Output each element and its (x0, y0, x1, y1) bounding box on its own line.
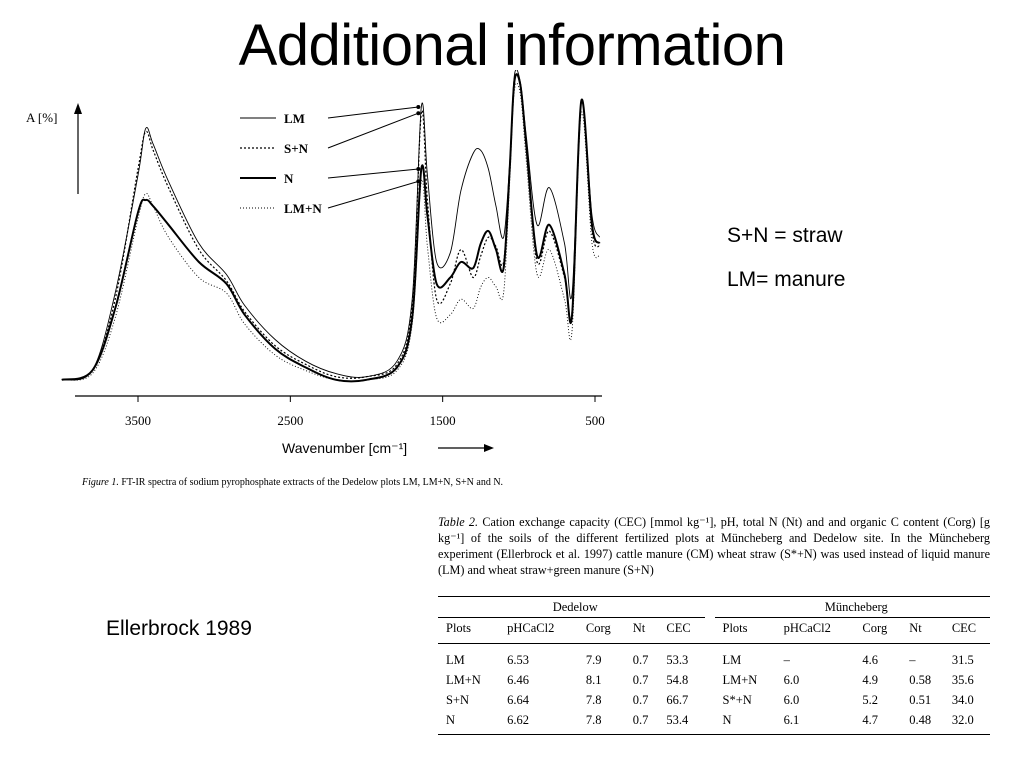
y-arrow-head (74, 103, 82, 114)
slide-title: Additional information (238, 13, 786, 78)
x-tick-label: 2500 (277, 413, 303, 428)
table-cell: 0.51 (909, 692, 932, 707)
x-tick-label: 1500 (430, 413, 456, 428)
series-line-lm-plus-n (61, 82, 601, 382)
x-axis-label: Wavenumber [cm⁻¹] (282, 440, 407, 456)
legend-label: N (284, 171, 294, 186)
x-ticks: 3500 2500 1500 500 (125, 396, 605, 428)
table-cell: – (783, 652, 790, 667)
note-straw: S+N = straw (727, 224, 843, 247)
table-cell: 6.62 (499, 710, 578, 735)
table-cell: 8.1 (585, 672, 602, 687)
table-cell: 7.8 (585, 692, 602, 707)
y-axis-label: A [%] (26, 110, 57, 125)
table-cell: – (909, 652, 916, 667)
spectrum-curves (61, 70, 601, 383)
citation-text: Ellerbrock 1989 (106, 617, 252, 640)
legend-leader-tip (416, 179, 421, 184)
series-line-s-plus-n (61, 73, 601, 381)
table-cell: 0.48 (901, 710, 944, 735)
legend-leader-line (327, 106, 419, 119)
legend-leader-line (327, 180, 419, 209)
table-cell: 54.8 (666, 672, 689, 687)
figure-caption: Figure 1. FT-IR spectra of sodium pyroph… (82, 477, 503, 488)
table-cell: LM (722, 652, 742, 667)
table-cell: 7.9 (585, 652, 602, 667)
table-cell: N (714, 710, 776, 735)
table-caption-text: Cation exchange capacity (CEC) [mmol kg⁻… (438, 515, 990, 577)
table-cell: 0.7 (632, 672, 649, 687)
table-cell: 4.9 (862, 672, 879, 687)
table-cell: 6.46 (507, 672, 529, 687)
col-ph: pHCaCl2 (499, 617, 578, 644)
col-plots: Plots (438, 617, 500, 644)
legend-label: LM+N (284, 201, 322, 216)
table-cell: LM+N (722, 672, 758, 687)
col-cec: CEC (943, 617, 990, 644)
table-cell: 6.64 (507, 692, 529, 707)
table-cell: 6.53 (507, 652, 529, 667)
table-row: LM+N 6.46 8.1 0.7 54.8 LM+N 6.0 4.9 0.58 35.6 (438, 670, 990, 690)
legend-leader-tip (416, 105, 421, 109)
col-plots: Plots (714, 617, 776, 644)
table-cell: 4.7 (854, 710, 902, 735)
table-cell: 31.5 (951, 652, 974, 667)
x-arrow-head (484, 444, 494, 452)
table-cell: 0.7 (632, 652, 649, 667)
table-caption: Table 2. Cation exchange capacity (CEC) … (438, 514, 990, 578)
note-manure: LM= manure (727, 268, 846, 291)
figure-caption-label: Figure 1. (82, 477, 119, 488)
table-cell: S+N (446, 692, 470, 707)
legend-leader-tip (416, 167, 421, 171)
table-row: S+N 6.64 7.8 0.7 66.7 S*+N 6.0 5.2 0.51 34.0 (438, 690, 990, 710)
table-cell: 53.4 (658, 710, 705, 735)
group-muencheberg: Müncheberg (714, 596, 990, 618)
table-caption-label: Table 2. (438, 515, 479, 529)
col-corg: Corg (854, 617, 902, 644)
table-cell: LM (446, 652, 465, 667)
table-cell: N (438, 710, 500, 735)
group-header-row: Dedelow Müncheberg (438, 596, 990, 618)
x-tick-label: 3500 (125, 413, 151, 428)
table-cell: 4.6 (862, 652, 879, 667)
table-cell: 34.0 (951, 692, 974, 707)
table-cell: 6.1 (775, 710, 855, 735)
figure-caption-text: FT-IR spectra of sodium pyrophosphate ex… (121, 477, 504, 488)
ftir-chart: A [%] Wavenumber [cm⁻¹] 3500 2500 1500 500 … (26, 70, 605, 456)
table-cell: 5.2 (862, 692, 879, 707)
legend-leader-line (327, 168, 419, 179)
col-cec: CEC (658, 617, 705, 644)
table-cell: 6.0 (783, 672, 800, 687)
table-cell: 0.7 (632, 692, 649, 707)
cec-table: Dedelow Müncheberg Plots pHCaCl2 Corg Nt… (438, 596, 990, 735)
table-cell: 7.8 (577, 710, 625, 735)
table-cell: 0.7 (624, 710, 659, 735)
col-ph: pHCaCl2 (775, 617, 855, 644)
table-cell: 35.6 (951, 672, 974, 687)
col-nt: Nt (624, 617, 659, 644)
table-cell: 32.0 (943, 710, 990, 735)
x-tick-label: 500 (585, 413, 605, 428)
chart-legend: LM S+N N LM+N (240, 105, 421, 216)
series-line-lm (61, 70, 601, 381)
chart-axes: A [%] Wavenumber [cm⁻¹] (26, 103, 602, 456)
legend-label: LM (284, 111, 305, 126)
table-body: LM 6.53 7.9 0.7 53.3 LM – 4.6 – 31.5 LM+N 6.46 8.1 0.… (438, 644, 990, 735)
table-cell: 6.0 (783, 692, 800, 707)
table-cell: 66.7 (666, 692, 689, 707)
table-row: N 6.62 7.8 0.7 53.4 N 6.1 4.7 0.48 32.0 (438, 710, 990, 735)
legend-leader-tip (416, 111, 421, 116)
table-cell: LM+N (446, 672, 481, 687)
column-header-row: Plots pHCaCl2 Corg Nt CEC Plots pHCaCl2 … (438, 617, 990, 644)
table-cell: S*+N (722, 692, 752, 707)
group-dedelow: Dedelow (438, 596, 705, 618)
legend-leader-line (327, 112, 419, 149)
table-cell: 53.3 (666, 652, 689, 667)
series-line-n (61, 73, 601, 383)
col-nt: Nt (901, 617, 944, 644)
table-row: LM 6.53 7.9 0.7 53.3 LM – 4.6 – 31.5 (438, 644, 990, 671)
col-corg: Corg (577, 617, 625, 644)
legend-label: S+N (284, 141, 309, 156)
table-cell: 0.58 (909, 672, 932, 687)
